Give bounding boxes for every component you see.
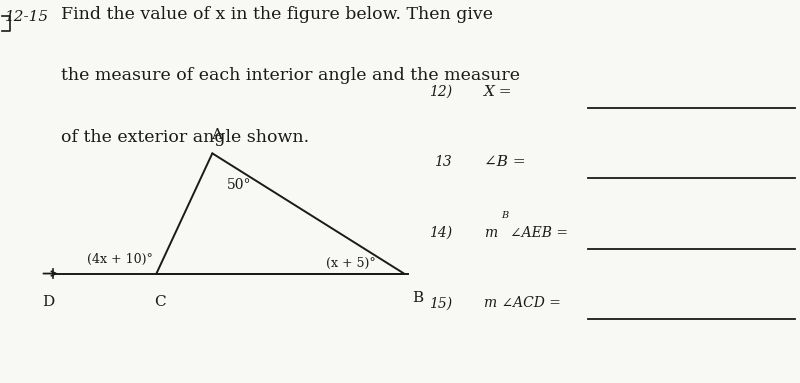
Text: 12): 12) [429,85,452,99]
Text: ∠AEB =: ∠AEB = [510,226,568,240]
Text: B: B [502,211,509,219]
Text: 50°: 50° [226,178,251,192]
Text: 13: 13 [434,155,452,169]
Text: of the exterior angle shown.: of the exterior angle shown. [61,129,309,146]
Text: 14): 14) [429,226,452,240]
Text: 15): 15) [429,296,452,311]
Text: m ∠ACD =: m ∠ACD = [484,296,561,311]
Text: X =: X = [484,85,512,99]
Text: C: C [154,295,166,309]
Text: D: D [42,295,54,309]
Text: the measure of each interior angle and the measure: the measure of each interior angle and t… [61,67,519,85]
Text: A: A [211,128,222,142]
Text: m: m [484,226,497,240]
Text: ∠B =: ∠B = [484,155,526,169]
Text: Find the value of x in the figure below. Then give: Find the value of x in the figure below.… [61,7,493,23]
Text: 12-15: 12-15 [5,10,49,24]
Text: B: B [412,291,423,305]
Text: (4x + 10)°: (4x + 10)° [86,253,153,266]
Text: (x + 5)°: (x + 5)° [326,257,376,270]
